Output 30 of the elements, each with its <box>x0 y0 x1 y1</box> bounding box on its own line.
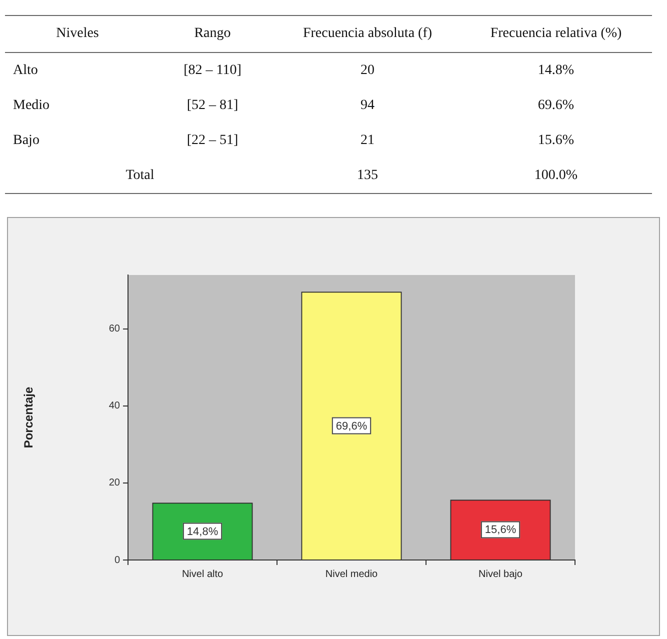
y-tick-label: 40 <box>108 400 120 412</box>
text: 69.6% <box>538 98 574 112</box>
text: 100.0% <box>534 168 578 182</box>
category-label: Frecuencia absoluta (f) <box>275 16 460 52</box>
y-tick-label: 60 <box>108 324 120 335</box>
x-tick-label: Nivel alto <box>182 568 224 580</box>
text: 14.8% <box>538 62 574 78</box>
data-label: 69,6% <box>336 420 368 432</box>
y-tick-label: 0 <box>114 554 120 566</box>
text: Bajo <box>13 132 40 148</box>
y-axis-title: Porcentaje <box>22 386 36 448</box>
text: 20 <box>360 62 374 78</box>
text: Medio <box>13 98 50 112</box>
category-label: Niveles <box>5 16 150 52</box>
text: [22 – 51] <box>186 132 238 148</box>
data-label: 14,8% <box>186 526 218 538</box>
x-tick-label: Nivel bajo <box>478 568 523 580</box>
text: 15.6% <box>538 132 574 148</box>
data-label: 15,6% <box>484 524 516 536</box>
category-label: Rango <box>150 16 275 52</box>
y-tick-label: 20 <box>108 478 120 489</box>
text: Alto <box>13 62 38 78</box>
text: [52 – 81] <box>186 98 238 112</box>
x-tick-label: Nivel medio <box>325 568 378 580</box>
text: Total <box>126 168 154 182</box>
text: [82 – 110] <box>184 62 242 78</box>
text: 135 <box>357 168 378 182</box>
text: 94 <box>360 98 374 112</box>
text: 21 <box>360 132 374 148</box>
category-label: Frecuencia relativa (%) <box>460 16 652 52</box>
